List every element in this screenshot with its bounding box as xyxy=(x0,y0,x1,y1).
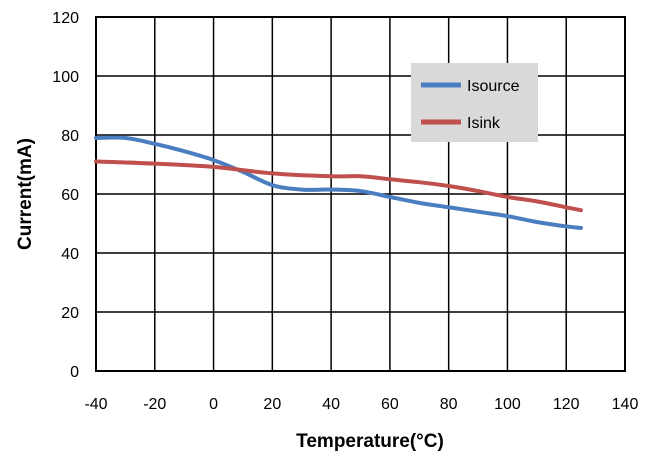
y-tick-label: 100 xyxy=(52,69,79,86)
y-tick-label: 60 xyxy=(61,187,79,204)
series-line-isource xyxy=(94,135,583,230)
legend: Isource Isink xyxy=(411,63,538,142)
y-tick-label: 80 xyxy=(61,128,79,145)
x-tick-label: 60 xyxy=(381,396,399,413)
y-tick-label: 40 xyxy=(61,246,79,263)
x-tick-label: 40 xyxy=(322,396,340,413)
legend-box xyxy=(411,63,538,142)
y-tick-labels: 0 20 40 60 80 100 120 xyxy=(52,10,79,381)
x-axis-title: Temperature(°C) xyxy=(296,431,444,452)
x-tick-label: 140 xyxy=(612,396,639,413)
x-tick-label: 120 xyxy=(553,396,580,413)
x-tick-label: 100 xyxy=(494,396,521,413)
y-tick-label: 120 xyxy=(52,10,79,27)
legend-label-isink: Isink xyxy=(467,115,501,132)
series-layer xyxy=(94,135,583,230)
y-tick-label: 0 xyxy=(70,364,79,381)
x-tick-label: 0 xyxy=(209,396,218,413)
legend-label-isource: Isource xyxy=(467,78,520,95)
y-axis-title: Current(mA) xyxy=(15,138,36,250)
y-tick-label: 20 xyxy=(61,305,79,322)
series-line-isink xyxy=(94,159,583,213)
plot-frame xyxy=(95,16,626,372)
x-tick-label: 80 xyxy=(440,396,458,413)
x-tick-label: -40 xyxy=(84,396,107,413)
x-tick-labels: -40 -20 0 20 40 60 80 100 120 140 xyxy=(84,396,638,413)
x-tick-label: 20 xyxy=(263,396,281,413)
x-tick-label: -20 xyxy=(143,396,166,413)
